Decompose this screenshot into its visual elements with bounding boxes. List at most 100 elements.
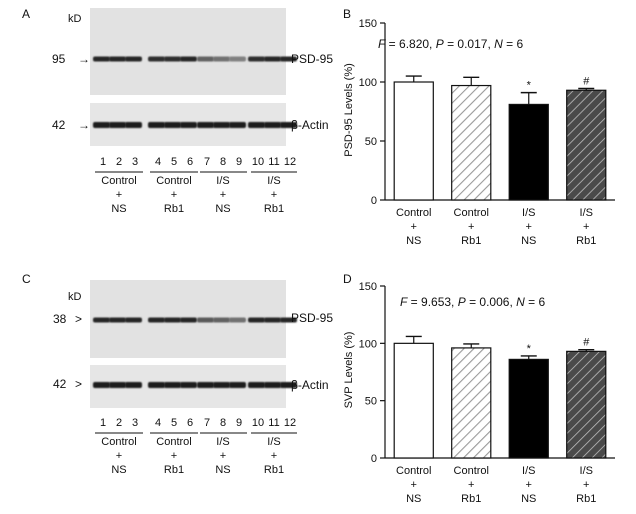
group-label: Control <box>101 436 136 448</box>
panel-letter-d: D <box>343 272 352 286</box>
lane-number: 12 <box>284 156 296 168</box>
significance-marker: * <box>527 80 532 92</box>
group-label: I/S <box>267 436 280 448</box>
y-axis-label-b: PSD-95 Levels (%) <box>343 63 355 157</box>
group-label: Control <box>156 436 191 448</box>
psd95-band <box>180 56 197 62</box>
psd95-band <box>109 317 126 323</box>
x-category-plus: + <box>468 479 474 491</box>
panel-letter-b: B <box>343 7 351 21</box>
group-label: Control <box>156 175 191 187</box>
lane-number: 6 <box>187 156 193 168</box>
marker-38-arrow-icon: > <box>75 312 82 326</box>
group-label-plus: + <box>271 189 277 201</box>
psd95-band <box>125 56 142 62</box>
actin-band <box>229 122 246 128</box>
x-category-plus: + <box>411 479 417 491</box>
y-tick-label: 50 <box>365 136 377 148</box>
psd95-band <box>93 56 110 62</box>
marker-42-arrow-icon-c: > <box>75 377 82 391</box>
panel-letter-c: C <box>22 272 31 286</box>
actin-band <box>109 382 126 388</box>
x-category-treatment: NS <box>406 235 421 247</box>
band-label-psd95-a: PSD-95 <box>291 52 333 66</box>
lane-number: 5 <box>171 417 177 429</box>
x-category-label: Control <box>454 207 489 219</box>
x-category-treatment: Rb1 <box>461 235 481 247</box>
actin-band <box>264 122 281 128</box>
group-label: I/S <box>216 436 229 448</box>
psd95-band <box>280 56 297 62</box>
actin-band <box>180 122 197 128</box>
x-category-label: I/S <box>580 465 593 477</box>
x-category-label: Control <box>396 465 431 477</box>
marker-95-label: 95 <box>52 52 66 66</box>
significance-marker: # <box>583 337 590 349</box>
lane-number: 2 <box>116 156 122 168</box>
psd95-band <box>248 317 265 323</box>
x-category-treatment: Rb1 <box>461 493 481 505</box>
actin-band <box>213 382 230 388</box>
actin-band <box>180 382 197 388</box>
group-label-treatment: Rb1 <box>164 203 184 215</box>
actin-band <box>213 122 230 128</box>
psd95-band <box>148 317 165 323</box>
bar <box>451 84 492 201</box>
stat-text-b: F = 6.820, P = 0.017, N = 6 <box>378 37 523 51</box>
psd95-band <box>248 56 265 62</box>
actin-band <box>148 122 165 128</box>
lane-number: 2 <box>116 417 122 429</box>
group-label-treatment: NS <box>111 203 126 215</box>
bar <box>393 81 434 201</box>
y-tick-label: 150 <box>359 281 377 293</box>
psd95-band <box>125 317 142 323</box>
psd95-band <box>197 317 214 323</box>
stat-text-d: F = 9.653, P = 0.006, N = 6 <box>400 295 545 309</box>
group-label-plus: + <box>116 189 122 201</box>
lane-number: 9 <box>236 417 242 429</box>
bar <box>508 103 549 201</box>
x-category-plus: + <box>583 221 589 233</box>
psd95-band <box>280 317 297 323</box>
x-category-treatment: NS <box>406 493 421 505</box>
actin-band <box>93 122 110 128</box>
marker-42-arrow-icon-a: → <box>78 118 90 132</box>
bar <box>566 89 607 201</box>
actin-band <box>125 382 142 388</box>
x-category-plus: + <box>526 221 532 233</box>
band-label-actin-a: β-Actin <box>291 118 329 132</box>
x-category-plus: + <box>526 479 532 491</box>
psd95-band <box>264 56 281 62</box>
actin-band <box>93 382 110 388</box>
group-label-plus: + <box>171 189 177 201</box>
psd95-band <box>164 317 181 323</box>
significance-marker: * <box>527 343 532 355</box>
y-tick-label: 0 <box>371 195 377 207</box>
actin-band <box>197 382 214 388</box>
group-label: I/S <box>216 175 229 187</box>
actin-band <box>164 122 181 128</box>
actin-band <box>229 382 246 388</box>
psd95-band <box>229 317 246 323</box>
lane-number: 4 <box>155 156 161 168</box>
x-category-plus: + <box>468 221 474 233</box>
bar-chart-b: B PSD-95 Levels (%) F = 6.820, P = 0.017… <box>343 7 615 247</box>
kd-label-a: kD <box>68 13 82 25</box>
panel-letter-a: A <box>22 7 30 21</box>
x-category-treatment: NS <box>521 493 536 505</box>
significance-marker: # <box>583 75 590 87</box>
bar <box>508 358 549 459</box>
psd95-band <box>109 56 126 62</box>
marker-38-label: 38 <box>53 312 67 326</box>
actin-band <box>148 382 165 388</box>
actin-band <box>248 382 265 388</box>
group-label-plus: + <box>271 450 277 462</box>
y-tick-label: 100 <box>359 338 377 350</box>
lane-number: 9 <box>236 156 242 168</box>
group-label-plus: + <box>220 450 226 462</box>
lane-number: 1 <box>100 156 106 168</box>
group-label: I/S <box>267 175 280 187</box>
psd95-band <box>264 317 281 323</box>
bar <box>393 342 434 459</box>
